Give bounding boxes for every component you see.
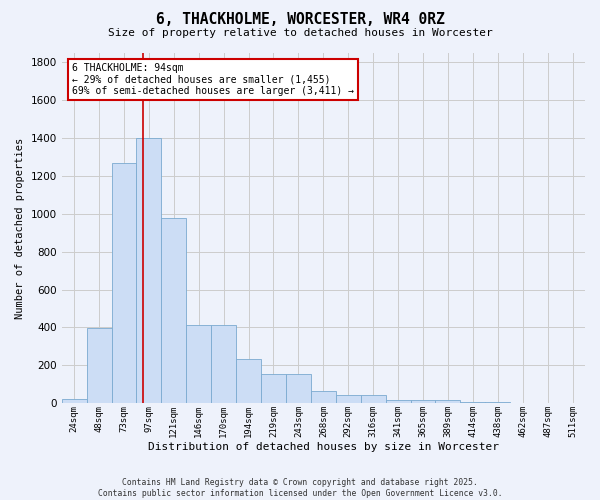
Bar: [112, 164, 136, 404]
Bar: [410, 400, 436, 404]
Bar: [236, 358, 261, 404]
Bar: [62, 398, 86, 404]
Bar: [261, 374, 286, 404]
Text: Size of property relative to detached houses in Worcester: Size of property relative to detached ho…: [107, 28, 493, 38]
Bar: [460, 402, 485, 404]
Bar: [386, 400, 410, 404]
Bar: [336, 395, 361, 404]
Bar: [186, 324, 211, 404]
Text: 6 THACKHOLME: 94sqm
← 29% of detached houses are smaller (1,455)
69% of semi-det: 6 THACKHOLME: 94sqm ← 29% of detached ho…: [72, 63, 354, 96]
Bar: [485, 402, 510, 404]
Bar: [361, 395, 386, 404]
Bar: [286, 374, 311, 404]
Bar: [136, 138, 161, 404]
Bar: [436, 400, 460, 404]
Text: Contains HM Land Registry data © Crown copyright and database right 2025.
Contai: Contains HM Land Registry data © Crown c…: [98, 478, 502, 498]
Bar: [161, 218, 186, 404]
Y-axis label: Number of detached properties: Number of detached properties: [15, 138, 25, 318]
Text: 6, THACKHOLME, WORCESTER, WR4 0RZ: 6, THACKHOLME, WORCESTER, WR4 0RZ: [155, 12, 445, 28]
Bar: [311, 391, 336, 404]
Bar: [211, 324, 236, 404]
Bar: [86, 328, 112, 404]
X-axis label: Distribution of detached houses by size in Worcester: Distribution of detached houses by size …: [148, 442, 499, 452]
